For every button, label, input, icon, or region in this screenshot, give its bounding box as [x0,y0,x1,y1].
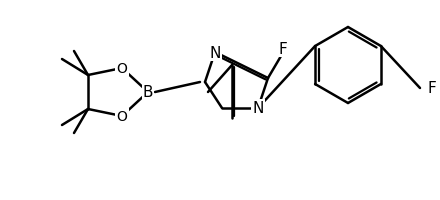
Text: B: B [143,85,153,100]
Text: F: F [279,41,287,56]
Text: O: O [117,109,128,123]
Text: N: N [252,101,264,116]
Text: F: F [428,81,436,96]
Text: N: N [209,45,221,60]
Text: O: O [117,62,128,76]
